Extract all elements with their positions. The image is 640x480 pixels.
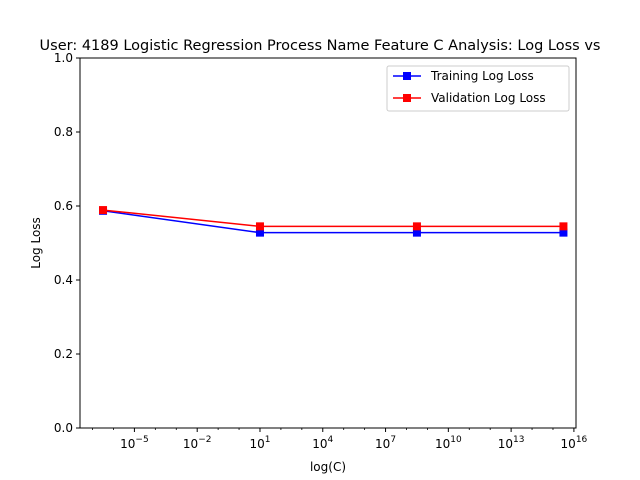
- series-line-training: [102, 210, 564, 234]
- data-point-validation: [412, 222, 421, 231]
- y-tick-label: 0.0: [54, 421, 73, 435]
- x-tick-label: 104: [312, 435, 333, 451]
- y-tick-label: 0.2: [54, 347, 73, 361]
- data-point-training: [559, 228, 568, 237]
- x-tick-label: 1010: [435, 435, 462, 451]
- x-tick-label: 1013: [498, 435, 525, 451]
- x-axis-label: log(C): [310, 460, 346, 474]
- legend-label-validation: Validation Log Loss: [431, 91, 546, 105]
- series-layer: [99, 206, 568, 237]
- y-tick-label: 0.6: [54, 199, 73, 213]
- legend-marker-validation: [403, 94, 411, 102]
- y-tick-label: 0.8: [54, 125, 73, 139]
- y-axis-label: Log Loss: [29, 217, 43, 269]
- legend-frame: [386, 65, 570, 112]
- plot-area: [79, 57, 577, 429]
- y-axis: 0.0 0.2 0.4 0.6 0.8 1.0: [54, 51, 80, 435]
- data-point-training: [255, 228, 264, 237]
- legend-label-training: Training Log Loss: [430, 69, 534, 83]
- plot-frame: [79, 57, 577, 429]
- chart-title: User: 4189 Logistic Regression Process N…: [40, 38, 601, 54]
- legend: Training Log Loss Validation Log Loss: [386, 65, 570, 112]
- data-point-validation: [559, 222, 568, 231]
- x-tick-label: 107: [375, 435, 396, 451]
- data-point-validation: [99, 206, 108, 215]
- x-tick-label: 10−5: [120, 435, 149, 451]
- series-line-validation: [102, 209, 564, 228]
- legend-marker-training: [403, 72, 411, 80]
- y-tick-label: 0.4: [54, 273, 73, 287]
- data-point-validation: [255, 222, 264, 231]
- x-tick-label: 1016: [561, 435, 588, 451]
- x-axis: 10−5 10−2 101 104 107 1010 1013 1016: [92, 428, 588, 451]
- data-point-training: [412, 228, 421, 237]
- y-tick-label: 1.0: [54, 51, 73, 65]
- x-tick-label: 101: [249, 435, 270, 451]
- x-tick-label: 10−2: [183, 435, 212, 451]
